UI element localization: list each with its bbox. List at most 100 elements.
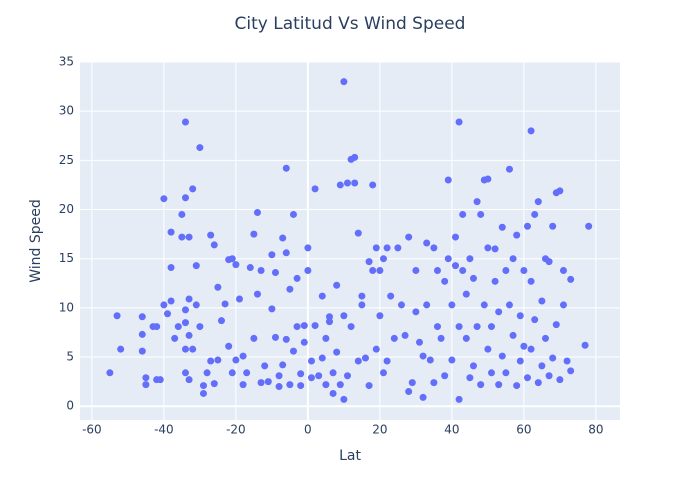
y-tick-label: 20: [59, 202, 74, 216]
point: [581, 341, 589, 349]
point: [354, 229, 362, 237]
point: [160, 195, 168, 203]
point: [419, 352, 427, 360]
point: [325, 318, 333, 326]
point: [549, 222, 557, 230]
point: [293, 274, 301, 282]
point: [181, 319, 189, 327]
point: [433, 267, 441, 275]
point: [549, 354, 557, 362]
point: [394, 244, 402, 252]
point: [117, 345, 125, 353]
point: [293, 323, 301, 331]
point: [531, 316, 539, 324]
point: [415, 338, 423, 346]
point: [340, 395, 348, 403]
point: [516, 357, 524, 365]
point: [469, 274, 477, 282]
point: [196, 323, 204, 331]
points: [106, 78, 593, 403]
point: [286, 381, 294, 389]
point: [181, 194, 189, 202]
point: [487, 369, 495, 377]
point: [545, 372, 553, 380]
point: [351, 179, 359, 187]
point: [401, 331, 409, 339]
y-tick-label: 35: [59, 55, 74, 69]
point: [257, 379, 265, 387]
point: [322, 334, 330, 342]
point: [541, 334, 549, 342]
point: [210, 380, 218, 388]
point: [520, 342, 528, 350]
point: [369, 181, 377, 189]
point: [390, 334, 398, 342]
point: [300, 322, 308, 330]
point: [444, 255, 452, 263]
point: [333, 281, 341, 289]
x-tick-label: 80: [588, 423, 603, 437]
point: [498, 223, 506, 231]
point: [531, 210, 539, 218]
point: [538, 297, 546, 305]
point: [156, 376, 164, 384]
point: [365, 382, 373, 390]
point: [556, 376, 564, 384]
point: [192, 262, 200, 270]
point: [383, 244, 391, 252]
point: [567, 275, 575, 283]
point: [408, 379, 416, 387]
y-tick-label: 0: [66, 399, 74, 413]
point: [433, 323, 441, 331]
x-tick-label: 60: [516, 423, 531, 437]
point: [387, 292, 395, 300]
y-tick-label: 5: [66, 350, 74, 364]
point: [376, 267, 384, 275]
point: [235, 295, 243, 303]
point: [336, 181, 344, 189]
point: [477, 210, 485, 218]
point: [221, 300, 229, 308]
point: [315, 372, 323, 380]
chart-title: City Latitud Vs Wind Speed: [235, 14, 466, 34]
point: [239, 352, 247, 360]
point: [253, 208, 261, 216]
point: [138, 330, 146, 338]
point: [268, 251, 276, 259]
point: [466, 255, 474, 263]
point: [271, 333, 279, 341]
point: [246, 264, 254, 272]
y-tick-label: 10: [59, 300, 74, 314]
point: [563, 357, 571, 365]
y-axis-title: Wind Speed: [28, 199, 44, 283]
point: [275, 383, 283, 391]
point: [567, 367, 575, 375]
point: [523, 374, 531, 382]
point: [307, 357, 315, 365]
point: [505, 301, 513, 309]
point: [228, 255, 236, 263]
point: [491, 277, 499, 285]
point: [451, 262, 459, 270]
point: [520, 267, 528, 275]
point: [264, 378, 272, 386]
point: [189, 345, 197, 353]
point: [513, 382, 521, 390]
point: [210, 241, 218, 249]
point: [516, 312, 524, 320]
x-tick-label: -40: [154, 423, 174, 437]
point: [466, 374, 474, 382]
point: [174, 323, 182, 331]
x-tick-label: 40: [444, 423, 459, 437]
point: [498, 352, 506, 360]
point: [534, 379, 542, 387]
point: [167, 228, 175, 236]
point: [469, 362, 477, 370]
point: [455, 323, 463, 331]
point: [459, 267, 467, 275]
point: [138, 347, 146, 355]
point: [275, 372, 283, 380]
point: [185, 331, 193, 339]
point: [304, 267, 312, 275]
